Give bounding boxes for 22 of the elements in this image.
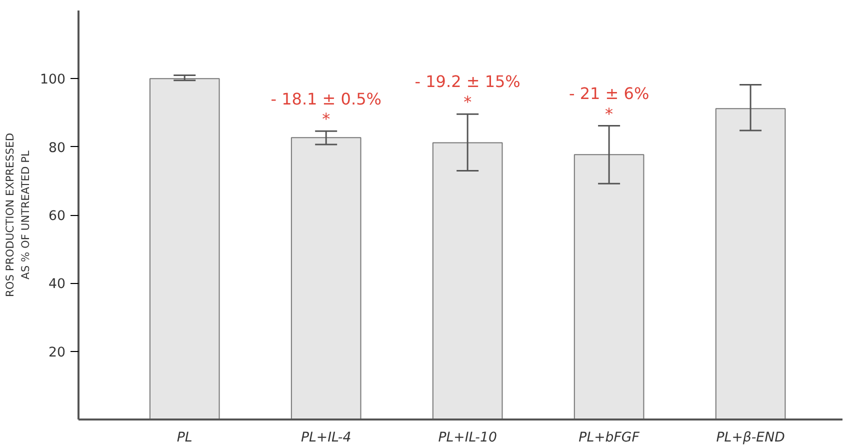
annotation: *: [605, 104, 614, 124]
annotation: *: [322, 110, 330, 129]
bar: [290, 137, 362, 420]
annotation: - 21 ± 6%: [568, 84, 650, 103]
x-tick-label: PL+IL-10: [438, 430, 497, 446]
annotation: *: [464, 92, 472, 112]
bar: [715, 108, 786, 420]
x-tick-label: PL+β-END: [716, 430, 785, 446]
y-axis-title: ROS PRODUCTION EXPRESSED AS % OF UNTREATED PL: [3, 132, 32, 298]
x-tick-label: PL: [176, 430, 192, 446]
x-tick-label: PL+bFGF: [578, 430, 640, 446]
x-tick-label: PL+IL-4: [300, 430, 352, 446]
y-tick-label: 20: [48, 345, 66, 360]
bar: [574, 154, 644, 420]
bar: [432, 142, 503, 420]
y-tick-label: 40: [48, 277, 66, 292]
bar: [149, 78, 220, 420]
annotation: - 18.1 ± 0.5%: [270, 89, 382, 108]
y-tick-label: 80: [48, 140, 66, 156]
annotation: - 19.2 ± 15%: [414, 72, 520, 92]
y-tick-label: 60: [48, 209, 66, 224]
y-tick-label: 100: [40, 72, 66, 88]
